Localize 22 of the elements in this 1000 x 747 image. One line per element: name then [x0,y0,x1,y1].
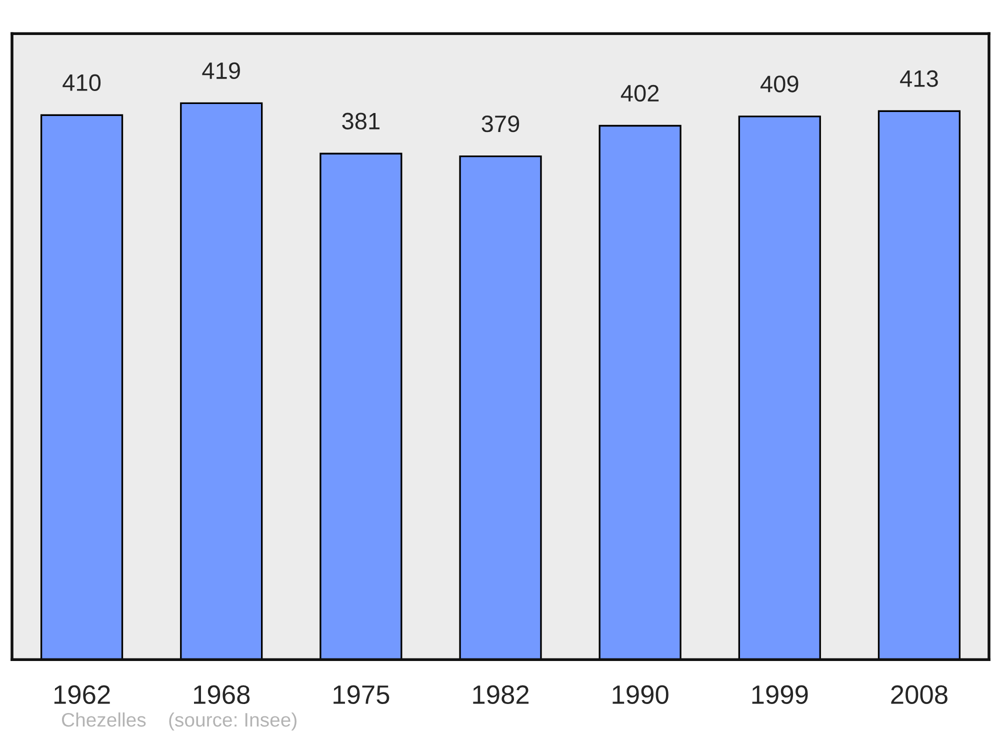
data-label: 413 [900,70,938,88]
bar [598,124,682,660]
bar [738,116,821,660]
bar [40,114,124,660]
data-label: 379 [482,115,520,132]
data-label: 402 [620,84,659,102]
x-tick-label: 1962 [54,685,110,704]
x-tick-label: 1999 [752,685,808,704]
bar [878,110,961,660]
x-tick-label: 1968 [194,685,250,704]
x-tick-label: 1975 [334,685,390,704]
data-label: 410 [62,74,101,92]
x-tick-label: 1982 [473,685,529,704]
x-tick-label: 1990 [612,685,668,704]
data-label: 419 [202,62,240,80]
data-label: 409 [760,76,798,92]
bar [180,102,263,660]
bar [320,152,402,660]
data-label: 381 [342,112,380,130]
text: Chezelles (source: Insee) [62,712,296,731]
x-tick-label: 2008 [891,685,948,704]
bar [459,155,542,660]
